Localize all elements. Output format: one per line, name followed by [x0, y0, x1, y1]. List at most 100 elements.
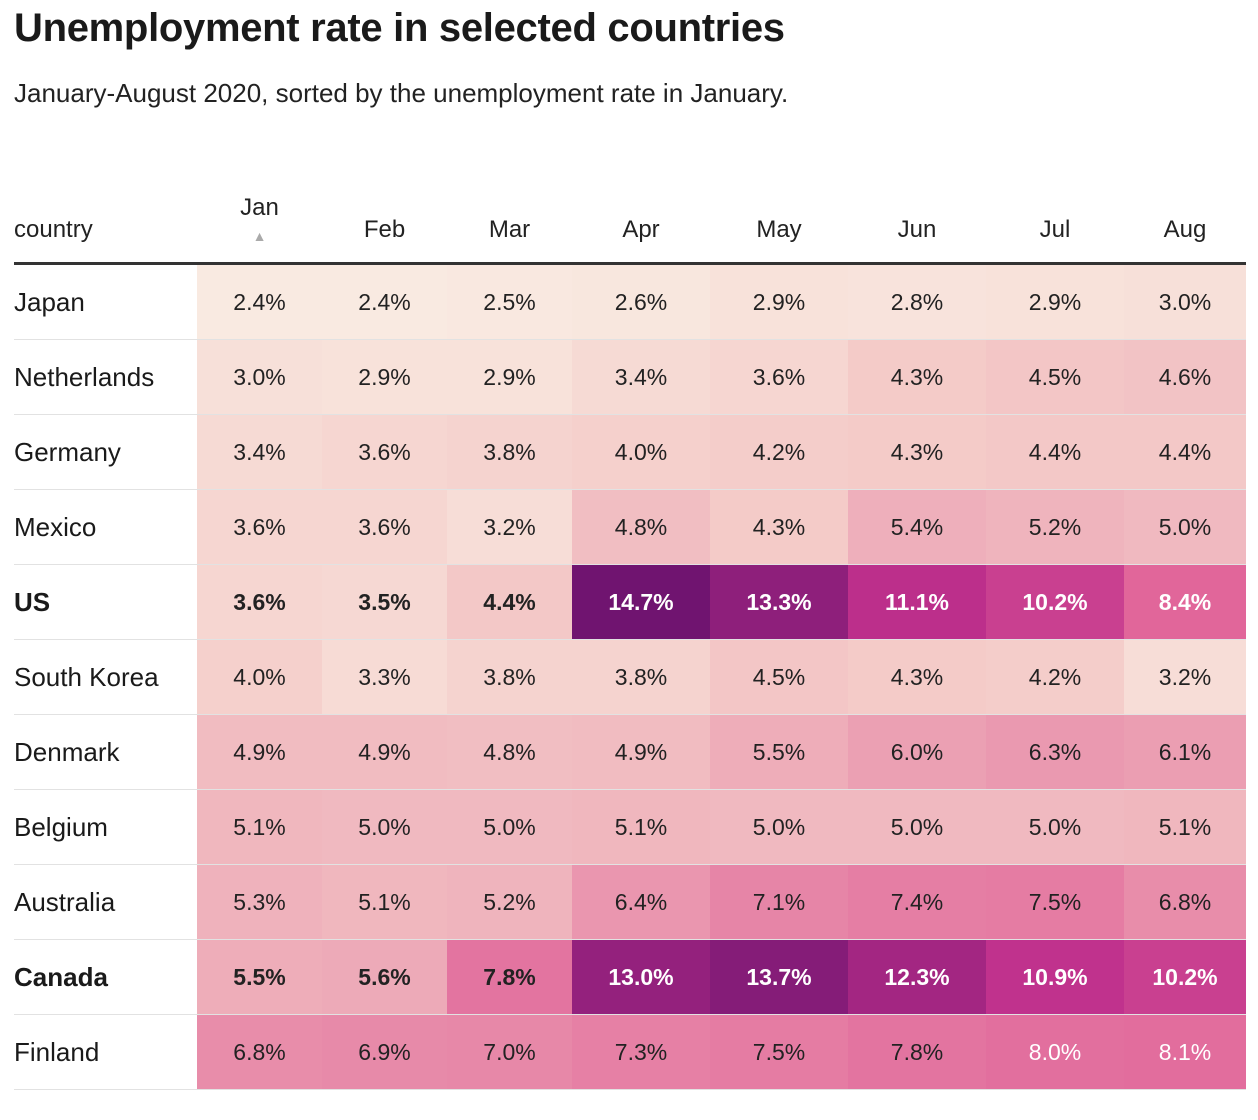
table-body: Japan 2.4% 2.4% 2.5% 2.6% 2.9% 2.8% 2.9% 3.0% Net… — [14, 263, 1246, 1090]
heatmap-cell: 6.8% — [197, 1014, 322, 1090]
heatmap-cell: 3.6% — [322, 489, 447, 565]
heatmap-cell: 4.5% — [986, 339, 1124, 415]
heatmap-cell: 2.9% — [447, 339, 572, 415]
heatmap-cell: 4.5% — [710, 639, 848, 715]
country-name: Belgium — [14, 789, 197, 865]
heatmap-cell: 7.1% — [710, 864, 848, 940]
heatmap-cell: 3.4% — [197, 414, 322, 490]
table-row: Australia 5.3% 5.1% 5.2% 6.4% 7.1% 7.4% 7.5% 6.8… — [14, 864, 1246, 940]
chart-subtitle: January-August 2020, sorted by the unemp… — [14, 78, 789, 108]
heatmap-cell: 2.6% — [572, 263, 710, 340]
heatmap-cell: 7.0% — [447, 1014, 572, 1090]
heatmap-cell: 4.3% — [710, 489, 848, 565]
heatmap-cell: 7.8% — [447, 939, 572, 1015]
heatmap-cell: 7.5% — [986, 864, 1124, 940]
table-row: Japan 2.4% 2.4% 2.5% 2.6% 2.9% 2.8% 2.9% 3.0% — [14, 263, 1246, 340]
heatmap-cell: 2.4% — [197, 263, 322, 340]
heatmap-cell: 3.2% — [1124, 639, 1246, 715]
heatmap-cell: 3.4% — [572, 339, 710, 415]
heatmap-cell: 2.5% — [447, 263, 572, 340]
heatmap-cell: 10.2% — [986, 564, 1124, 640]
country-name: Finland — [14, 1014, 197, 1090]
column-header-label: Jun — [897, 216, 937, 243]
heatmap-cell: 5.4% — [848, 489, 986, 565]
column-header-may[interactable]: May — [710, 160, 848, 265]
table-row: Finland 6.8% 6.9% 7.0% 7.3% 7.5% 7.8% 8.0% 8.1% — [14, 1014, 1246, 1090]
heatmap-cell: 4.8% — [572, 489, 710, 565]
heatmap-cell: 4.3% — [848, 414, 986, 490]
country-name: Germany — [14, 414, 197, 490]
heatmap-cell: 5.1% — [572, 789, 710, 865]
heatmap-cell: 4.4% — [1124, 414, 1246, 490]
heatmap-cell: 12.3% — [848, 939, 986, 1015]
country-name: Mexico — [14, 489, 197, 565]
column-header-label: Aug — [1163, 216, 1207, 243]
heatmap-cell: 5.0% — [848, 789, 986, 865]
column-header-label: Feb — [363, 216, 406, 243]
heatmap-cell: 5.0% — [986, 789, 1124, 865]
heatmap-cell: 5.2% — [986, 489, 1124, 565]
column-header-country[interactable]: country — [14, 160, 197, 265]
country-name: Denmark — [14, 714, 197, 790]
heatmap-cell: 5.0% — [1124, 489, 1246, 565]
column-header-label: May — [756, 216, 802, 243]
heatmap-cell: 5.0% — [447, 789, 572, 865]
heatmap-cell: 5.5% — [197, 939, 322, 1015]
heatmap-cell: 11.1% — [848, 564, 986, 640]
heatmap-cell: 6.0% — [848, 714, 986, 790]
column-header-jul[interactable]: Jul — [986, 160, 1124, 265]
heatmap-cell: 5.6% — [322, 939, 447, 1015]
chart-title: Unemployment rate in selected countries — [14, 6, 785, 50]
column-header-mar[interactable]: Mar — [447, 160, 572, 265]
heatmap-cell: 3.6% — [197, 489, 322, 565]
heatmap-cell: 4.0% — [572, 414, 710, 490]
heatmap-cell: 4.9% — [322, 714, 447, 790]
country-name: Japan — [14, 263, 197, 340]
heatmap-cell: 6.4% — [572, 864, 710, 940]
column-header-feb[interactable]: Feb — [322, 160, 447, 265]
heatmap-cell: 2.8% — [848, 263, 986, 340]
column-header-label: Jul — [1039, 216, 1071, 243]
heatmap-cell: 3.3% — [322, 639, 447, 715]
column-header-label: Apr — [622, 216, 660, 243]
heatmap-table: country Jan ▲ Feb Mar Apr May Jun Jul Aug Japan 2… — [14, 160, 1246, 1090]
column-header-apr[interactable]: Apr — [572, 160, 710, 265]
heatmap-cell: 14.7% — [572, 564, 710, 640]
heatmap-cell: 5.5% — [710, 714, 848, 790]
heatmap-cell: 6.1% — [1124, 714, 1246, 790]
heatmap-cell: 5.1% — [1124, 789, 1246, 865]
sort-ascending-icon[interactable]: ▲ — [252, 228, 267, 244]
heatmap-cell: 4.4% — [986, 414, 1124, 490]
heatmap-cell: 2.9% — [710, 263, 848, 340]
table-row: Netherlands 3.0% 2.9% 2.9% 3.4% 3.6% 4.3% 4.5% 4… — [14, 339, 1246, 415]
column-header-jan[interactable]: Jan ▲ — [197, 160, 322, 265]
heatmap-cell: 4.2% — [710, 414, 848, 490]
country-name: Canada — [14, 939, 197, 1015]
header-row: country Jan ▲ Feb Mar Apr May Jun Jul Aug — [14, 160, 1246, 265]
heatmap-cell: 4.9% — [197, 714, 322, 790]
heatmap-cell: 7.5% — [710, 1014, 848, 1090]
column-header-label: Mar — [488, 216, 531, 243]
heatmap-cell: 7.8% — [848, 1014, 986, 1090]
heatmap-cell: 4.2% — [986, 639, 1124, 715]
country-name: Netherlands — [14, 339, 197, 415]
table-row: Mexico 3.6% 3.6% 3.2% 4.8% 4.3% 5.4% 5.2% 5.0% — [14, 489, 1246, 565]
column-header-aug[interactable]: Aug — [1124, 160, 1246, 265]
heatmap-cell: 2.9% — [986, 263, 1124, 340]
heatmap-cell: 7.4% — [848, 864, 986, 940]
heatmap-cell: 4.9% — [572, 714, 710, 790]
heatmap-cell: 4.4% — [447, 564, 572, 640]
heatmap-cell: 3.5% — [322, 564, 447, 640]
heatmap-cell: 8.4% — [1124, 564, 1246, 640]
heatmap-cell: 2.9% — [322, 339, 447, 415]
heatmap-cell: 3.6% — [197, 564, 322, 640]
heatmap-cell: 5.3% — [197, 864, 322, 940]
column-header-jun[interactable]: Jun — [848, 160, 986, 265]
heatmap-cell: 3.2% — [447, 489, 572, 565]
table-row: South Korea 4.0% 3.3% 3.8% 3.8% 4.5% 4.3% 4.2% 3… — [14, 639, 1246, 715]
table-row: Canada 5.5% 5.6% 7.8% 13.0% 13.7% 12.3% 10.9% 10… — [14, 939, 1246, 1015]
heatmap-cell: 4.0% — [197, 639, 322, 715]
heatmap-cell: 2.4% — [322, 263, 447, 340]
heatmap-cell: 5.2% — [447, 864, 572, 940]
heatmap-cell: 3.0% — [197, 339, 322, 415]
